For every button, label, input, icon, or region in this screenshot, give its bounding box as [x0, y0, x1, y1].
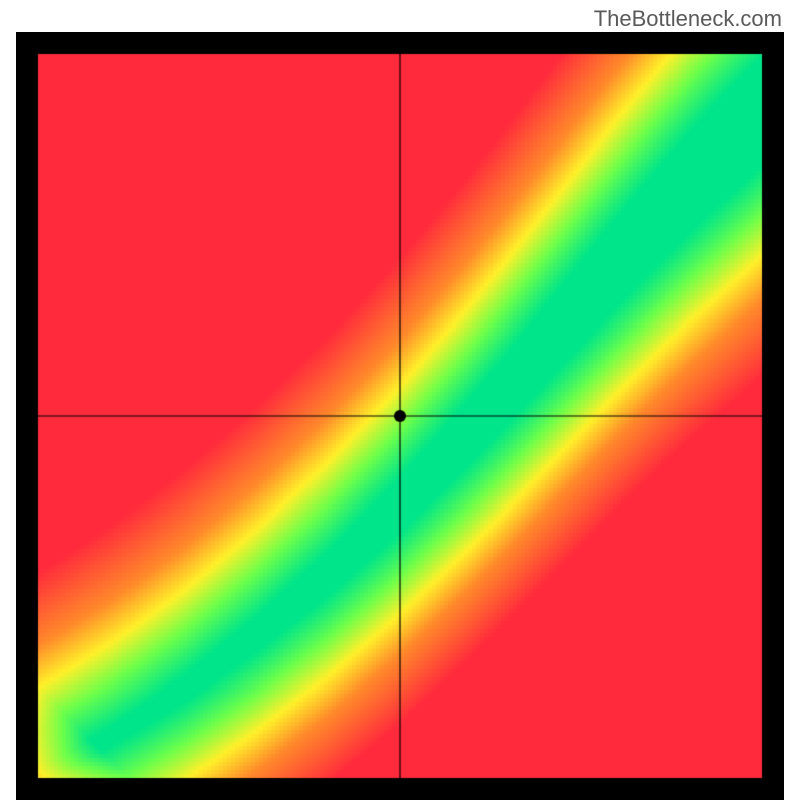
- heatmap-canvas: [16, 32, 784, 800]
- watermark-text: TheBottleneck.com: [594, 6, 782, 32]
- bottleneck-heatmap: [16, 32, 784, 800]
